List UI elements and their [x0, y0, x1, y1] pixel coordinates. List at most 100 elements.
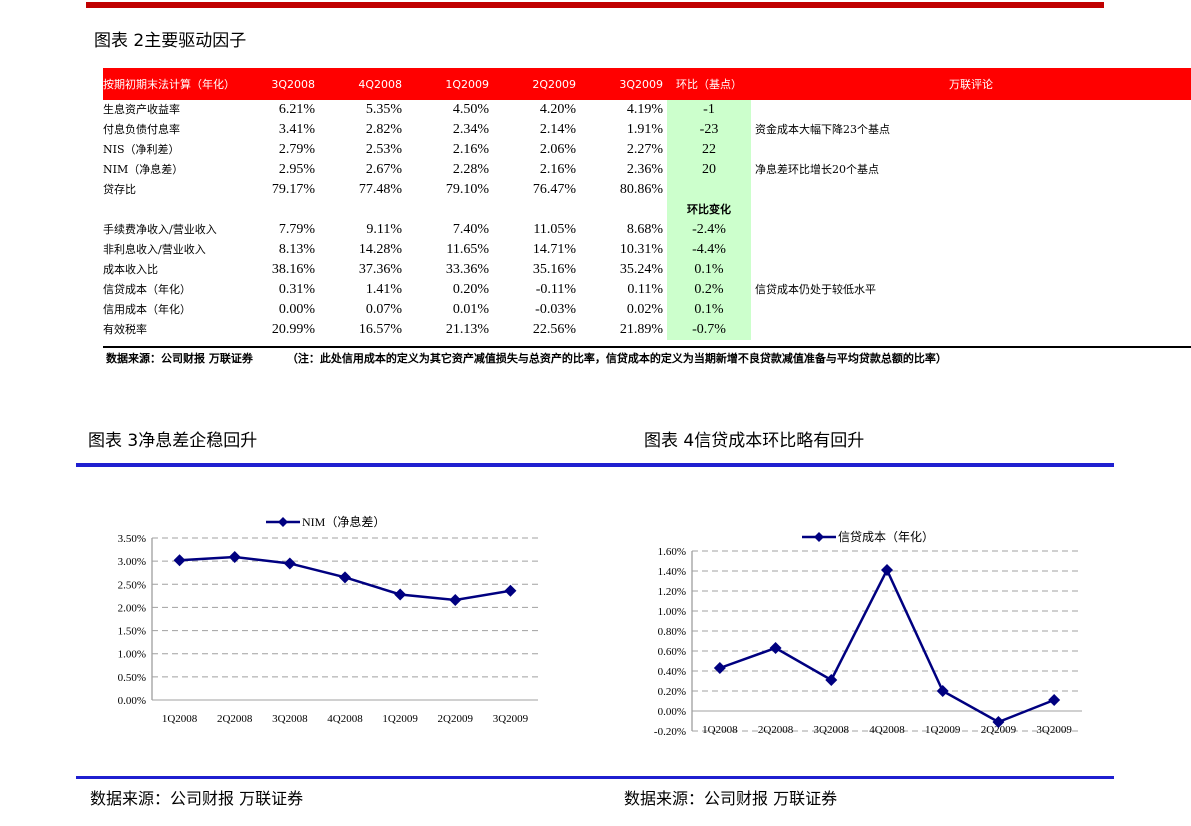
x-tick-label: 3Q2009: [1036, 724, 1072, 736]
row-change: -23: [667, 120, 751, 140]
row-value: 2.79%: [278, 142, 315, 157]
row-value: 20.99%: [271, 322, 315, 337]
row-label: 信用成本（年化）: [103, 303, 191, 316]
y-tick-label: 0.00%: [658, 706, 686, 718]
y-tick-label: 1.00%: [118, 649, 146, 661]
row-value: 2.67%: [365, 162, 402, 177]
row-value: 79.17%: [271, 182, 315, 197]
row-label: 生息资产收益率: [103, 103, 180, 116]
row-value: 10.31%: [619, 242, 663, 257]
table-row: NIM（净息差） 2.95% 2.67% 2.28% 2.16% 2.36% 20 净息差环比…: [103, 160, 1191, 180]
row-value: 2.16%: [452, 142, 489, 157]
row-value: 2.53%: [365, 142, 402, 157]
data-point-marker: [713, 662, 726, 674]
x-tick-label: 2Q2008: [758, 724, 794, 736]
row-label: 信贷成本（年化）: [103, 283, 191, 296]
header-label: 按期初期末法计算（年化）: [103, 68, 242, 100]
series-line: [719, 567, 1055, 724]
figure4-title: 图表 4信贷成本环比略有回升: [644, 431, 865, 451]
y-tick-label: 1.50%: [118, 626, 146, 638]
row-value: 79.10%: [445, 182, 489, 197]
row-label: 付息负债付息率: [103, 123, 180, 136]
blank-cell: [751, 200, 1191, 220]
row-value: 2.14%: [539, 122, 576, 137]
credit-cost-chart: -0.20% 0.00% 0.20% 0.40% 0.60% 0.80% 1.00% 1.20…: [654, 530, 1082, 738]
row-value: 21.89%: [619, 322, 663, 337]
row-value: 2.28%: [452, 162, 489, 177]
x-tick-label: 3Q2008: [814, 724, 850, 736]
row-value: 11.65%: [446, 242, 489, 257]
row-change: 0.1%: [667, 260, 751, 280]
row-value: 38.16%: [271, 262, 315, 277]
row-value: 3.41%: [278, 122, 315, 137]
row-change: [667, 180, 751, 200]
row-value: 14.28%: [358, 242, 402, 257]
row-comment: [751, 300, 1191, 320]
row-value: 4.20%: [539, 102, 576, 117]
row-change: 20: [667, 160, 751, 180]
row-comment: 净息差环比增长20个基点: [755, 163, 879, 176]
x-tick-label: 3Q2008: [272, 713, 308, 725]
row-value: 7.79%: [278, 222, 315, 237]
table-bottom-rule: [103, 346, 1191, 348]
table-header-row: 按期初期末法计算（年化） 3Q2008 4Q2008 1Q2009 2Q2009 3Q20…: [103, 68, 1191, 100]
data-point-marker: [173, 554, 186, 567]
y-tick-label: 0.20%: [658, 686, 686, 698]
y-tick-label: 2.50%: [118, 579, 146, 591]
row-value: 2.06%: [539, 142, 576, 157]
figure2-title: 图表 2主要驱动因子: [94, 31, 247, 51]
header-period: 3Q2008: [242, 68, 319, 100]
table-row: NIS（净利差） 2.79% 2.53% 2.16% 2.06% 2.27% 22: [103, 140, 1191, 160]
row-value: 6.21%: [278, 102, 315, 117]
blank-cell: [242, 200, 319, 220]
row-comment: [751, 240, 1191, 260]
data-point-marker: [992, 716, 1005, 728]
row-change: -2.4%: [667, 220, 751, 240]
row-value: 9.11%: [366, 222, 402, 237]
row-change: 0.1%: [667, 300, 751, 320]
row-change: -0.7%: [667, 320, 751, 340]
table-row: 有效税率 20.99% 16.57% 21.13% 22.56% 21.89% -0.7%: [103, 320, 1191, 340]
header-period: 4Q2008: [319, 68, 406, 100]
row-value: -0.11%: [535, 282, 576, 297]
data-point-marker: [936, 685, 949, 697]
row-value: 1.91%: [626, 122, 663, 137]
row-value: 0.02%: [626, 302, 663, 317]
data-point-marker: [449, 594, 462, 607]
y-tick-label: 3.50%: [118, 533, 146, 545]
row-value: 0.11%: [627, 282, 663, 297]
row-comment: [751, 140, 1191, 160]
row-comment: [751, 220, 1191, 240]
row-label: NIM（净息差）: [103, 163, 184, 176]
y-tick-label: 3.00%: [118, 556, 146, 568]
y-tick-label: 1.00%: [658, 606, 686, 618]
top-red-rule: [86, 2, 1104, 8]
subheader-change: 环比变化: [667, 200, 751, 220]
row-value: -0.03%: [535, 302, 576, 317]
y-tick-label: 0.60%: [658, 646, 686, 658]
y-tick-label: 0.00%: [118, 695, 146, 707]
row-value: 0.01%: [452, 302, 489, 317]
x-tick-label: 2Q2009: [438, 713, 474, 725]
row-value: 8.13%: [278, 242, 315, 257]
blank-cell: [103, 200, 242, 220]
row-value: 0.31%: [278, 282, 315, 297]
row-change: -4.4%: [667, 240, 751, 260]
x-tick-label: 1Q2008: [162, 713, 198, 725]
row-comment: [751, 320, 1191, 340]
table-row: 非利息收入/营业收入 8.13% 14.28% 11.65% 14.71% 10.31% -…: [103, 240, 1191, 260]
blank-cell: [319, 200, 406, 220]
row-value: 35.16%: [532, 262, 576, 277]
row-comment: [751, 100, 1191, 120]
header-period: 1Q2009: [406, 68, 493, 100]
row-label: 成本收入比: [103, 263, 158, 276]
header-period: 3Q2009: [580, 68, 667, 100]
row-value: 33.36%: [445, 262, 489, 277]
row-value: 2.34%: [452, 122, 489, 137]
figure4-source: 数据来源：公司财报 万联证券: [624, 789, 838, 808]
row-value: 2.95%: [278, 162, 315, 177]
row-value: 8.68%: [626, 222, 663, 237]
data-point-marker: [504, 584, 517, 597]
table-note: （注：此处信用成本的定义为其它资产减值损失与总资产的比率，信贷成本的定义为当期新…: [286, 352, 947, 365]
row-comment: 信贷成本仍处于较低水平: [755, 283, 876, 296]
